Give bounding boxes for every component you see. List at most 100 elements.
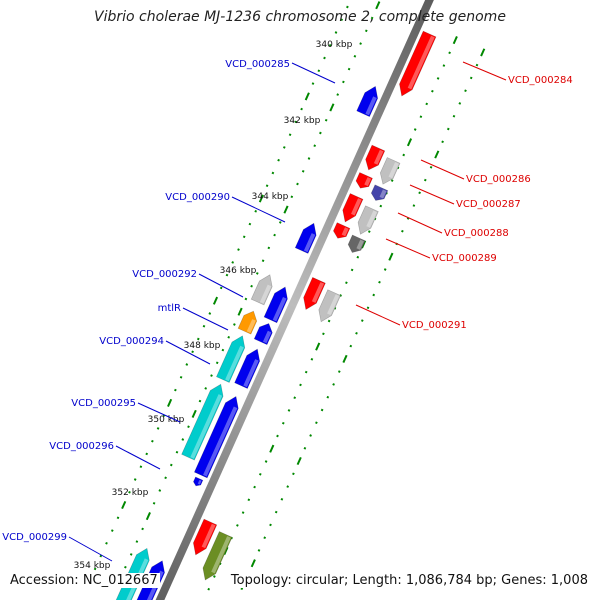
tick-dot [158, 489, 162, 492]
tick-dot [196, 337, 200, 341]
tick-dot [452, 36, 458, 45]
forward-label-leader [165, 340, 211, 365]
tick-dot [442, 64, 446, 67]
tick-dot [329, 103, 335, 112]
tick-dot [254, 209, 258, 213]
kbp-tick-label: 340 kbp [316, 40, 353, 50]
tick-dot [458, 102, 462, 105]
tick-dot [139, 465, 143, 469]
tick-dot [412, 204, 416, 207]
reverse-label-leader [385, 238, 431, 259]
gene-arrow-grey-c [318, 289, 341, 323]
kbp-tick-label: 350 kbp [148, 415, 185, 425]
tick-dot [366, 306, 370, 310]
tick-dot [253, 485, 256, 489]
tick-dot [293, 396, 297, 400]
tick-dot [350, 268, 354, 272]
tick-dot [151, 439, 154, 443]
tick-dot [278, 221, 282, 224]
topology-text: Topology: circular; Length: 1,086,784 bp… [228, 573, 590, 588]
tick-dot [334, 31, 338, 34]
tick-dot [336, 93, 340, 96]
gene-arrow-mtlr [237, 310, 258, 335]
gene-arrow-vcd-000289 [333, 222, 351, 239]
tick-dot [237, 307, 243, 316]
tick-dot [413, 128, 417, 131]
tick-dot [261, 259, 265, 263]
tick-dot [174, 388, 177, 392]
reverse-gene-label: VCD_000289 [432, 253, 497, 264]
tick-dot [317, 69, 321, 73]
tick-dot [274, 510, 278, 514]
tick-dot [431, 89, 434, 93]
tick-dot [116, 516, 120, 520]
forward-gene-label: VCD_000299 [2, 532, 67, 543]
tick-dot [233, 323, 236, 326]
tick-dot [135, 540, 139, 543]
tick-dot [436, 77, 440, 80]
tick-dot [425, 102, 429, 106]
tick-dot [208, 312, 212, 315]
forward-gene-label: VCD_000285 [225, 59, 290, 70]
tick-dot [281, 421, 285, 425]
gene-arrow-vcd-000294 [216, 335, 246, 383]
tick-dot [319, 131, 322, 135]
forward-label-leader [231, 196, 286, 223]
tick-dot [287, 409, 291, 412]
tick-dot [191, 350, 194, 354]
tick-dot [283, 205, 289, 214]
tick-dot [105, 541, 108, 545]
tick-dot [303, 446, 307, 450]
tick-dot [202, 324, 206, 328]
tick-dot [237, 248, 240, 251]
reverse-label-leader [462, 61, 507, 81]
tick-dot [423, 178, 427, 182]
tick-dot [406, 138, 413, 147]
tick-dot [323, 56, 326, 60]
tick-dot [145, 452, 149, 456]
kbp-tick-label: 344 kbp [252, 192, 289, 202]
tick-dot [244, 297, 248, 301]
tick-dot [296, 182, 299, 186]
tick-dot [133, 478, 137, 481]
tick-dot [469, 76, 473, 80]
backbone-bar [148, 0, 437, 600]
tick-dot [313, 144, 317, 148]
tick-dot [359, 42, 362, 45]
tick-dot [364, 29, 368, 33]
tick-dot [286, 485, 290, 488]
gene-arrow-vcd-000284 [399, 30, 437, 97]
tick-dot [255, 272, 259, 275]
tick-dot [401, 229, 404, 233]
tick-dot [309, 434, 312, 437]
tick-dot [121, 500, 127, 510]
tick-dot [271, 171, 275, 175]
forward-label-leader [115, 445, 161, 470]
tick-dot [418, 191, 421, 195]
tick-dot [215, 361, 219, 365]
tick-dot [204, 387, 208, 390]
tick-dot [145, 512, 151, 521]
tick-dot [247, 498, 251, 502]
tick-dot [277, 158, 280, 162]
tick-dot [128, 490, 131, 494]
tick-dot [452, 114, 456, 118]
tick-dot [280, 497, 284, 501]
tick-dot [311, 82, 315, 85]
tick-dot [332, 383, 335, 386]
tick-dot [383, 268, 387, 271]
tick-dot [446, 127, 450, 131]
tick-dot [248, 222, 252, 226]
tick-dot [340, 18, 344, 22]
reverse-label-leader [397, 212, 443, 234]
tick-dot [175, 450, 179, 454]
gene-arrow-grey-b [357, 205, 379, 235]
tick-dot [326, 395, 330, 399]
tick-dot [342, 354, 348, 363]
tick-dot [267, 246, 271, 250]
forward-label-leader [137, 402, 181, 423]
tick-dot [282, 146, 286, 149]
tick-dot [167, 398, 173, 407]
tick-dot [429, 165, 433, 169]
gene-arrow-red-lower [193, 518, 218, 556]
